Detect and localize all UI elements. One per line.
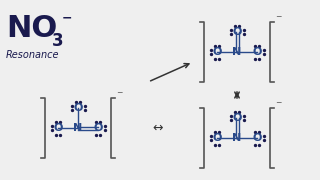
- Text: ↔: ↔: [152, 122, 163, 134]
- Text: N: N: [232, 133, 242, 143]
- Text: O: O: [73, 103, 83, 113]
- Text: O: O: [212, 133, 222, 143]
- Text: O: O: [252, 133, 262, 143]
- Text: Resonance: Resonance: [6, 50, 60, 60]
- Text: −: −: [62, 12, 73, 25]
- Text: N: N: [232, 47, 242, 57]
- Text: O: O: [252, 47, 262, 57]
- Text: O: O: [232, 27, 242, 37]
- Text: −: −: [275, 98, 281, 107]
- Text: −: −: [116, 88, 122, 97]
- Text: O: O: [232, 113, 242, 123]
- Text: O: O: [93, 123, 103, 133]
- Text: N: N: [73, 123, 83, 133]
- Text: 3: 3: [52, 32, 64, 50]
- Text: NO: NO: [6, 14, 57, 43]
- Text: O: O: [212, 47, 222, 57]
- Text: O: O: [53, 123, 63, 133]
- Text: −: −: [275, 12, 281, 21]
